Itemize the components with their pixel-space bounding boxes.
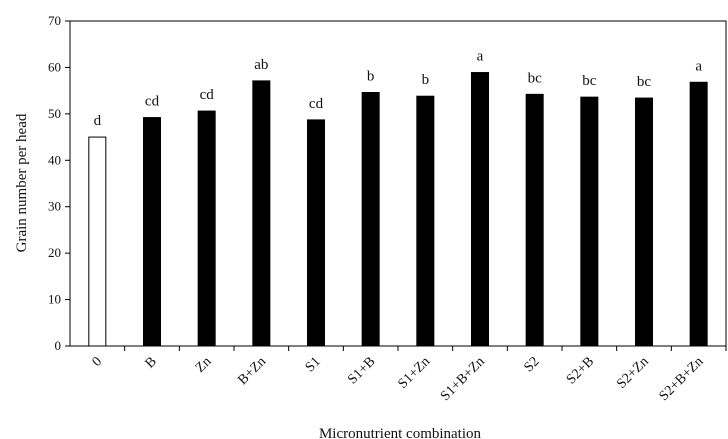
bars-group [88,72,708,347]
significance-label: bc [637,74,652,90]
y-tick-label: 40 [48,152,61,167]
bar-5 [361,92,380,347]
x-tick-label: B [143,354,160,371]
x-tick-label: B+Zn [235,354,269,388]
significance-label: bc [528,70,543,86]
y-tick-label: 70 [48,13,61,28]
x-tick-label: S2 [521,354,542,375]
bar-9 [580,96,599,347]
significance-label: bc [582,73,597,89]
y-tick-label: 0 [55,338,62,353]
bar-11 [689,81,708,347]
bar-10 [635,97,653,347]
y-axis: 0 10 20 30 40 50 60 70 [48,13,70,353]
bar-4 [307,119,325,347]
x-tick-label: S1+B+Zn [438,354,488,404]
x-tick-label: S2+B [564,354,597,387]
significance-label: a [477,49,484,65]
bar-6 [416,95,435,347]
y-axis-title: Grain number per head [14,113,30,252]
y-tick-label: 30 [48,199,61,214]
x-tick-label: Zn [193,354,215,376]
y-tick-label: 10 [48,292,61,307]
x-axis-title: Micronutrient combination [319,426,482,439]
significance-label: cd [200,87,215,103]
bar-0 [88,136,107,347]
bar-7 [471,72,489,347]
bar-2 [197,110,216,347]
x-tick-label: S2+B+Zn [657,354,707,404]
significance-label: b [422,72,430,88]
significance-label: cd [309,96,324,112]
significance-labels: d cd cd ab cd b b a bc bc bc a [94,49,703,130]
plot-area [69,20,727,347]
significance-label: b [367,69,375,85]
significance-label: d [94,113,102,129]
significance-label: cd [145,94,160,110]
x-tick-label: 0 [90,354,106,370]
x-tick-label: S1+B [345,354,378,387]
x-tick-label: S2+Zn [614,354,652,392]
bar-1 [143,117,161,347]
y-tick-label: 50 [48,106,61,121]
y-tick-label: 60 [48,59,61,74]
x-tick-label: S1+Zn [396,354,434,392]
x-axis: 0 B Zn B+Zn S1 S1+B S1+Zn S1+B+Zn S2 S2+B S2+Zn S2+… [90,346,727,404]
x-tick-label: S1 [303,354,324,375]
significance-label: ab [254,57,268,73]
significance-label: a [695,58,702,74]
bar-3 [252,80,271,347]
plot-border [69,20,727,347]
bar-8 [525,93,544,347]
y-tick-label: 20 [48,245,61,260]
